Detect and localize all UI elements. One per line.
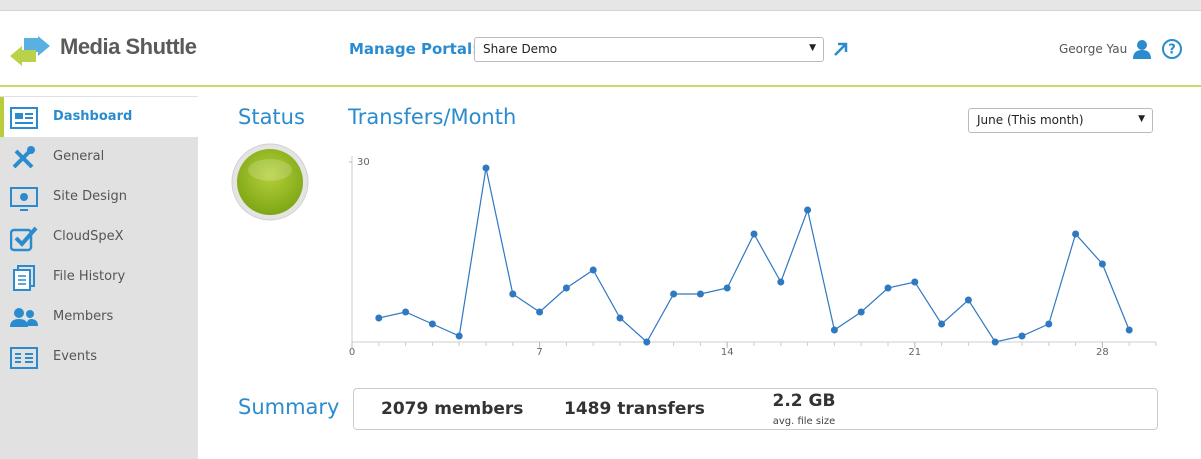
data-point [1018,332,1026,340]
data-point [670,290,678,298]
summary-file-size-label: avg. file size [772,416,836,427]
nav-item[interactable]: Members [0,297,198,337]
data-point [804,206,812,214]
data-point [884,284,892,292]
chart-title: Transfers/Month [348,105,517,129]
logo-text: Media Shuttle [60,34,197,59]
nav-label[interactable]: Members [53,309,114,324]
header-line [0,85,1201,87]
top-strip [0,0,1201,11]
data-point [589,266,597,274]
data-point [723,284,731,292]
x-tick-label: 21 [908,347,921,358]
data-point [964,296,972,304]
x-tick-label: 28 [1096,347,1109,358]
data-point [616,314,624,322]
y-tick-label: 30 [357,157,370,168]
nav-label[interactable]: Dashboard [53,109,133,124]
data-point [750,230,758,238]
data-point [830,326,838,334]
nav-item[interactable]: File History [0,257,198,297]
data-point [482,164,490,172]
help-icon[interactable]: ? [1161,38,1183,60]
summary-file-size: 2.2 GB [772,391,836,411]
nav-label[interactable]: General [53,149,105,164]
user-icon[interactable] [1131,38,1153,60]
summary-transfers: 1489 transfers [564,399,705,419]
data-point [1072,230,1080,238]
data-point [1098,260,1106,268]
nav-label[interactable]: CloudSpeX [53,229,124,244]
x-tick-label: 0 [349,347,355,358]
portal-select[interactable]: Share Demo [474,37,824,62]
nav-item[interactable]: CloudSpeX [0,217,198,257]
data-point [1125,326,1133,334]
data-point [562,284,570,292]
nav-item[interactable]: General [0,137,198,177]
month-select[interactable]: June (This month) [968,108,1153,133]
nav-icon [10,308,38,327]
nav-label[interactable]: Events [53,349,98,364]
data-point [991,338,999,346]
summary-title: Summary [238,395,340,419]
x-tick-label: 7 [536,347,542,358]
data-point [428,320,436,328]
data-point [509,290,517,298]
user-name[interactable]: George Yau [1059,42,1128,56]
data-point [536,308,544,316]
svg-text:?: ? [1168,43,1176,58]
nav-label[interactable]: Site Design [53,189,127,204]
data-point [777,278,785,286]
nav-icon [10,107,38,129]
logo-icon [10,36,50,66]
nav-icon [12,146,35,169]
nav-icon [10,226,38,252]
open-portal-icon[interactable] [832,40,850,58]
nav-icon [10,347,38,369]
summary-members: 2079 members [381,399,524,419]
data-point [1045,320,1053,328]
data-point [402,308,410,316]
status-indicator [231,143,309,221]
nav-label[interactable]: File History [53,269,126,284]
data-point [455,332,463,340]
data-point [857,308,865,316]
series-line [378,167,1130,343]
data-point [696,290,704,298]
status-title: Status [238,105,305,129]
data-point [643,338,651,346]
summary-box [353,388,1158,430]
nav-icon [13,265,35,291]
data-point [911,278,919,286]
data-point [938,320,946,328]
data-point [375,314,383,322]
portal-label: Manage Portal: [349,40,479,58]
nav-icon [10,187,38,211]
x-tick-label: 14 [721,347,734,358]
chart: 0 7 14 21 28 30 [349,156,1157,358]
nav-item[interactable]: Events [0,337,198,377]
nav-item[interactable]: Dashboard [0,97,198,137]
sidebar: Dashboard General Site Design CloudSpeX File… [0,96,198,459]
nav-item[interactable]: Site Design [0,177,198,217]
